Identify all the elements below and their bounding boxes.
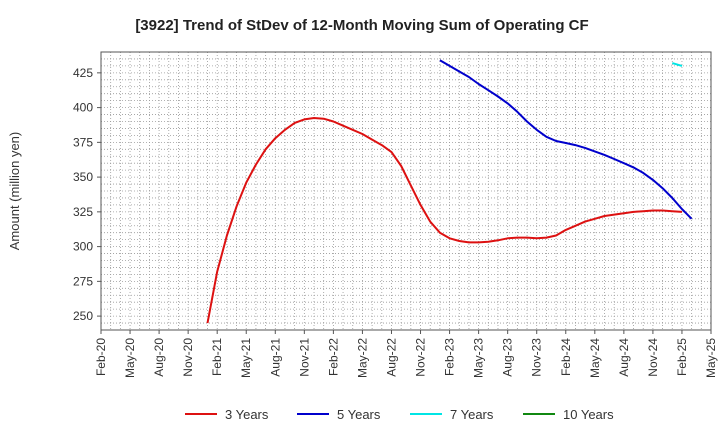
x-tick-label: Feb-23: [443, 338, 457, 376]
series-line-2: [439, 59, 693, 220]
grid-lines: [101, 52, 711, 330]
x-tick-label: Nov-22: [414, 338, 428, 377]
x-tick-label: May-22: [355, 338, 369, 378]
x-tick-label: Nov-23: [530, 338, 544, 377]
series-line-1: [206, 117, 683, 324]
x-tick-label: Nov-20: [181, 338, 195, 377]
legend-label: 5 Years: [337, 407, 381, 422]
x-tick-label: May-21: [239, 338, 253, 378]
legend-label: 10 Years: [563, 407, 614, 422]
x-tick-label: Feb-24: [559, 338, 573, 376]
x-tick-label: May-24: [588, 338, 602, 378]
legend-label: 7 Years: [450, 407, 494, 422]
x-tick-label: Aug-24: [617, 338, 631, 377]
y-tick-label: 300: [73, 240, 93, 254]
plot-area-frame: [100, 51, 712, 331]
chart-title: [3922] Trend of StDev of 12-Month Moving…: [135, 17, 588, 34]
x-tick-label: Nov-21: [297, 338, 311, 377]
x-tick-label: May-20: [123, 338, 137, 378]
y-axis-label: Amount (million yen): [7, 132, 22, 251]
series-line-3: [672, 62, 683, 67]
x-tick-label: Aug-22: [384, 338, 398, 377]
x-tick-label: Nov-24: [646, 338, 660, 377]
legend: 3 Years 5 Years 7 Years 10 Years: [185, 407, 614, 422]
y-tick-label: 375: [73, 135, 93, 149]
x-tick-label: May-23: [472, 338, 486, 378]
legend-label: 3 Years: [225, 407, 269, 422]
y-tick-label: 400: [73, 101, 93, 115]
x-tick-label: Feb-22: [326, 338, 340, 376]
x-tick-label: Aug-21: [268, 338, 282, 377]
x-tick-label: May-25: [704, 338, 718, 378]
x-tick-label: Feb-20: [94, 338, 108, 376]
y-tick-label: 325: [73, 205, 93, 219]
x-tick-label: Aug-20: [152, 338, 166, 377]
x-tick-label: Feb-21: [210, 338, 224, 376]
y-axis-ticks: 250 275 300 325 350 375 400 425: [73, 66, 101, 323]
x-tick-label: Feb-25: [675, 338, 689, 376]
series-lines: [206, 59, 693, 324]
x-tick-label: Aug-23: [501, 338, 515, 377]
y-tick-label: 425: [73, 66, 93, 80]
y-tick-label: 250: [73, 309, 93, 323]
y-tick-label: 350: [73, 170, 93, 184]
x-axis-ticks: Feb-20 May-20 Aug-20 Nov-20 Feb-21 May-21 Aug-…: [94, 330, 718, 378]
y-tick-label: 275: [73, 274, 93, 288]
